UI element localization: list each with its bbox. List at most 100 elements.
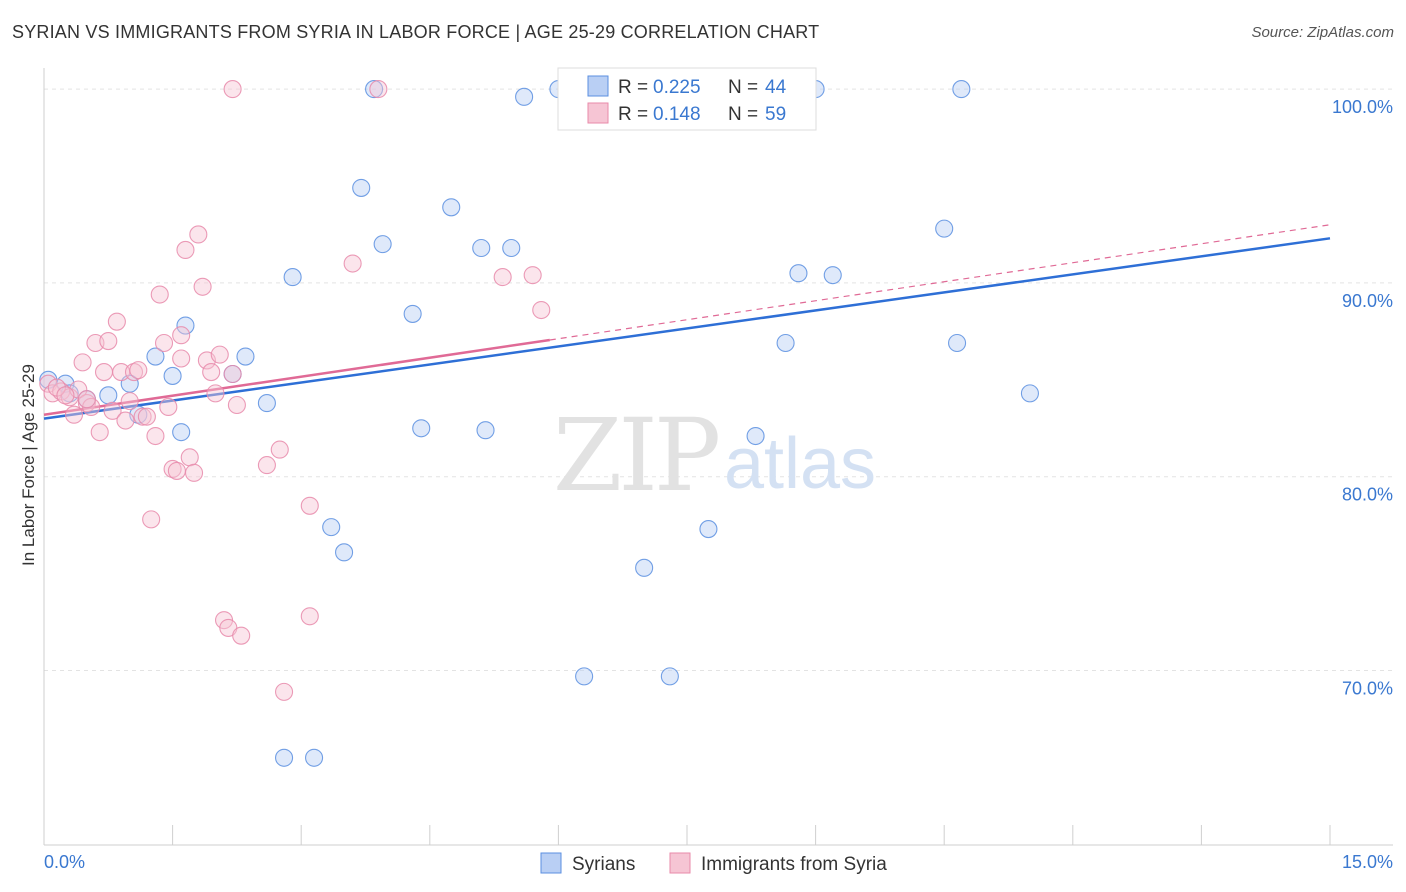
data-point-immigrants-from-syria [103,401,122,420]
legend: R = 0.225 N = 44 R = 0.148 N = 59 [557,67,817,131]
data-point-syrians [789,264,808,283]
data-point-syrians [163,366,182,385]
data-point-immigrants-from-syria [172,326,191,345]
data-point-syrians [476,421,495,440]
data-point-immigrants-from-syria [137,407,156,426]
data-point-immigrants-from-syria [56,386,75,405]
watermark-atlas: atlas [724,424,876,504]
data-point-immigrants-from-syria [300,607,319,626]
data-point-syrians [952,80,971,99]
data-point-syrians [403,304,422,323]
data-point-immigrants-from-syria [523,266,542,285]
legend-r-label: R = [618,104,648,125]
data-point-syrians [352,178,371,197]
y-tick-label: 80.0% [1342,485,1393,505]
data-point-immigrants-from-syria [206,384,225,403]
data-point-immigrants-from-syria [146,426,165,446]
data-point-syrians [283,268,302,287]
data-point-immigrants-from-syria [493,268,512,287]
y-tick-label: 90.0% [1342,291,1393,311]
legend-n-value: 59 [765,104,786,125]
legend-r-value: 0.225 [653,77,701,98]
data-point-syrians [99,386,118,405]
bottom-legend-label: Syrians [572,854,635,875]
data-point-immigrants-from-syria [129,361,148,380]
data-point-immigrants-from-syria [193,277,212,296]
bottom-legend-label: Immigrants from Syria [701,854,887,875]
data-point-syrians [335,543,354,562]
data-point-immigrants-from-syria [180,448,199,467]
data-point-syrians [146,347,165,366]
data-point-syrians [948,333,967,353]
data-point-syrians [236,347,255,366]
data-point-immigrants-from-syria [94,363,114,382]
data-point-immigrants-from-syria [150,285,169,304]
trend-line-immigrants-from-syria [43,338,551,416]
data-point-syrians [305,748,324,767]
data-point-immigrants-from-syria [176,240,195,260]
data-point-syrians [442,198,461,217]
data-point-immigrants-from-syria [257,456,276,475]
chart-source: Source: ZipAtlas.com [1251,24,1394,41]
data-point-immigrants-from-syria [77,390,96,409]
data-point-immigrants-from-syria [343,254,362,273]
data-point-syrians [412,419,431,438]
data-point-immigrants-from-syria [232,626,251,645]
data-point-syrians [575,667,594,686]
data-point-syrians [322,518,341,537]
data-point-immigrants-from-syria [369,80,388,99]
legend-r-value: 0.148 [653,104,701,125]
watermark-zip: ZIP [553,397,718,514]
x-tick-label-max: 15.0% [1342,852,1393,872]
trend-lines [43,224,1331,420]
data-point-immigrants-from-syria [223,364,242,384]
data-point-syrians [746,426,765,446]
data-point-immigrants-from-syria [90,423,109,442]
watermark: ZIP atlas [553,397,876,514]
legend-r-label: R = [618,77,648,98]
data-point-syrians [699,520,718,539]
data-point-immigrants-from-syria [275,682,294,701]
data-point-syrians [823,266,842,285]
data-point-immigrants-from-syria [73,353,92,372]
legend-swatch [587,75,609,97]
data-point-immigrants-from-syria [116,411,135,430]
data-point-syrians [275,748,294,767]
bottom-legend: Syrians Immigrants from Syria [540,852,887,875]
data-point-syrians [1020,384,1039,403]
data-point-immigrants-from-syria [532,300,551,320]
x-tick-label-min: 0.0% [44,852,85,872]
axes: 100.0% 90.0% 80.0% 70.0% 0.0% 15.0% [43,68,1393,872]
trend-line-syrians [43,237,1331,420]
data-point-immigrants-from-syria [227,395,246,415]
data-points [39,80,1039,767]
y-tick-label: 100.0% [1332,97,1393,117]
data-point-immigrants-from-syria [159,397,178,417]
data-point-immigrants-from-syria [210,345,229,364]
legend-n-value: 44 [765,77,787,98]
data-point-syrians [365,80,384,99]
data-point-immigrants-from-syria [184,463,204,482]
data-point-immigrants-from-syria [107,312,126,331]
y-tick-label: 70.0% [1342,679,1393,699]
data-point-syrians [176,316,195,335]
data-point-syrians [172,423,191,442]
data-point-immigrants-from-syria [133,407,152,426]
data-point-immigrants-from-syria [99,331,118,351]
data-point-immigrants-from-syria [202,363,221,382]
data-point-immigrants-from-syria [172,349,191,368]
data-point-immigrants-from-syria [142,510,161,529]
data-point-immigrants-from-syria [223,80,242,99]
data-point-immigrants-from-syria [64,405,84,424]
data-point-syrians [935,219,954,238]
data-point-syrians [257,394,276,413]
legend-n-label: N = [728,104,758,125]
data-point-syrians [373,235,392,254]
data-point-syrians [515,87,534,106]
data-point-immigrants-from-syria [189,225,208,244]
bottom-legend-swatch [540,852,562,874]
data-point-syrians [635,558,654,577]
y-axis-label: In Labor Force | Age 25-29 [19,364,38,566]
data-point-immigrants-from-syria [270,440,289,459]
